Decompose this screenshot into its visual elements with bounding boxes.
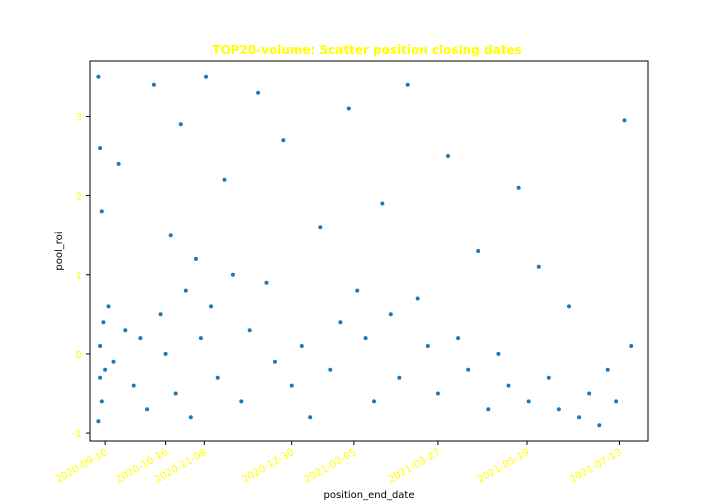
data-point [151,82,156,87]
data-point [536,264,541,269]
data-point [435,391,440,396]
x-axis-label: position_end_date [324,490,415,501]
x-tick-label: 2021-03-27 [387,447,443,486]
data-point [526,399,531,404]
data-point [346,106,351,111]
data-point [123,328,128,333]
data-point [101,320,106,325]
data-point [556,407,561,412]
data-point [476,249,481,253]
data-point [98,146,103,151]
data-point [308,415,313,420]
y-tick-label: 3 [76,112,82,123]
data-point [131,383,136,388]
data-point [397,375,402,380]
data-point [145,407,150,412]
data-point [372,399,376,404]
data-point [99,399,104,404]
y-tick-label: 2 [76,192,82,203]
data-point [168,233,173,238]
data-point [456,336,461,341]
y-axis-label: pool_roi [54,231,65,270]
data-point [506,383,511,388]
data-point [111,359,116,364]
x-tick-label: 2021-02-05 [303,447,359,486]
data-point [546,375,551,380]
y-tick-label: 0 [76,350,82,361]
data-point [103,367,108,372]
data-point [209,304,213,309]
data-point [567,304,571,309]
data-point [289,383,294,388]
data-point [577,415,582,420]
data-point [178,122,183,127]
data-point [96,74,101,79]
data-point [163,351,168,356]
data-point [272,359,277,364]
data-point [98,344,103,348]
data-point [158,312,163,317]
data-point [98,375,103,380]
data-point [230,272,235,277]
plot-frame [89,60,649,442]
data-point [466,367,471,372]
x-tick-label: 2021-05-19 [476,447,532,486]
data-point [193,256,198,261]
data-point [138,336,143,341]
data-point [116,161,121,166]
chart-title: TOP20-volume: Scatter position closing d… [212,43,521,57]
data-points [96,74,634,428]
data-point [338,320,343,325]
data-point [173,391,178,396]
data-point [281,138,286,143]
data-point [222,177,227,182]
data-point [328,367,333,372]
data-point [516,185,521,190]
data-point [198,336,203,341]
data-point [318,225,323,230]
data-point [380,201,385,206]
data-point [247,328,252,333]
data-point [629,344,634,348]
data-point [204,74,208,79]
data-point [239,399,244,404]
y-axis-ticks: -1 0 1 2 3 [72,112,90,440]
data-point [99,209,104,214]
data-point [363,336,368,341]
data-point [425,344,430,348]
data-point [622,118,627,123]
x-tick-label: 2021-07-13 [568,447,624,486]
data-point [587,391,592,396]
data-point [256,90,261,95]
data-point [264,280,269,285]
data-point [96,419,101,424]
data-point [446,154,450,158]
data-point [388,312,393,317]
data-point [597,423,602,428]
data-point [188,415,193,420]
data-point [215,375,220,380]
data-point [355,288,360,293]
x-tick-label: 2020-09-10 [54,447,110,486]
y-tick-label: 1 [76,271,82,282]
data-point [183,288,188,293]
x-tick-label: 2020-12-30 [240,447,296,486]
data-point [614,399,619,404]
data-point [405,82,410,87]
data-point [299,344,304,348]
y-tick-label: -1 [72,429,82,440]
data-point [415,296,420,301]
data-point [486,407,491,412]
data-point [496,351,501,356]
data-point [106,304,111,309]
data-point [605,367,610,372]
